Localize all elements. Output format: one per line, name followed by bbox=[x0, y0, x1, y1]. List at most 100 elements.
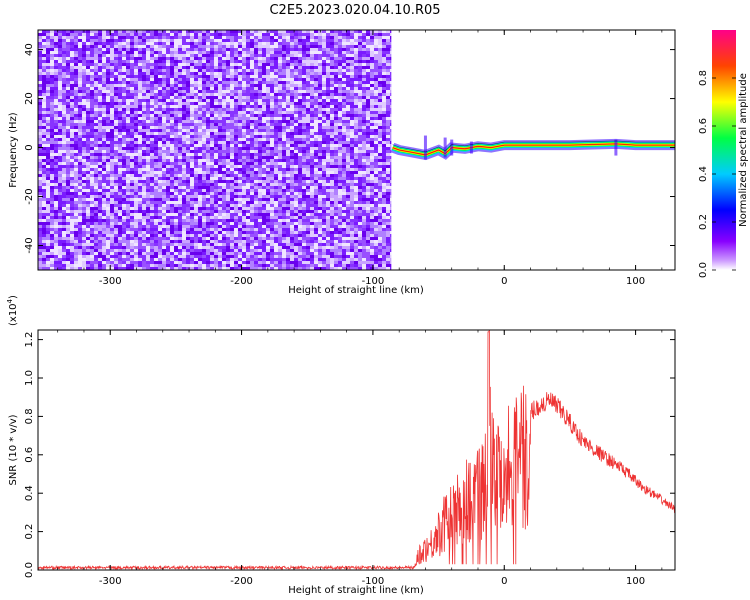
heatmap-cell bbox=[90, 132, 94, 135]
heatmap-cell bbox=[206, 267, 210, 270]
heatmap-cell bbox=[246, 168, 250, 171]
heatmap-cell bbox=[178, 240, 182, 243]
heatmap-cell bbox=[70, 192, 74, 195]
heatmap-cell bbox=[270, 219, 274, 222]
heatmap-cell bbox=[134, 231, 138, 234]
heatmap-cell bbox=[134, 177, 138, 180]
heatmap-cell bbox=[78, 207, 82, 210]
heatmap-cell bbox=[62, 144, 66, 147]
heatmap-cell bbox=[262, 189, 266, 192]
heatmap-cell bbox=[214, 174, 218, 177]
heatmap-cell bbox=[186, 123, 190, 126]
heatmap-cell bbox=[158, 90, 162, 93]
heatmap-cell bbox=[270, 150, 274, 153]
heatmap-cell bbox=[214, 144, 218, 147]
heatmap-cell bbox=[50, 237, 54, 240]
heatmap-cell bbox=[282, 72, 286, 75]
heatmap-cell bbox=[194, 195, 198, 198]
heatmap-cell bbox=[146, 189, 150, 192]
heatmap-cell bbox=[182, 132, 186, 135]
heatmap-cell bbox=[266, 42, 270, 45]
heatmap-cell bbox=[138, 243, 142, 246]
heatmap-cell bbox=[170, 81, 174, 84]
heatmap-cell bbox=[162, 81, 166, 84]
heatmap-cell bbox=[282, 246, 286, 249]
heatmap-cell bbox=[262, 162, 266, 165]
heatmap-cell bbox=[218, 42, 222, 45]
heatmap-cell bbox=[234, 42, 238, 45]
heatmap-cell bbox=[202, 81, 206, 84]
heatmap-cell bbox=[198, 69, 202, 72]
heatmap-cell bbox=[226, 180, 230, 183]
heatmap-cell bbox=[118, 120, 122, 123]
heatmap-cell bbox=[186, 186, 190, 189]
heatmap-cell bbox=[86, 153, 90, 156]
heatmap-cell bbox=[242, 123, 246, 126]
heatmap-cell bbox=[222, 213, 226, 216]
heatmap-cell bbox=[58, 198, 62, 201]
heatmap-cell bbox=[154, 126, 158, 129]
heatmap-cell bbox=[282, 216, 286, 219]
heatmap-cell bbox=[162, 69, 166, 72]
heatmap-cell bbox=[222, 162, 226, 165]
heatmap-cell bbox=[214, 237, 218, 240]
heatmap-cell bbox=[206, 186, 210, 189]
heatmap-cell bbox=[210, 141, 214, 144]
heatmap-cell bbox=[178, 129, 182, 132]
heatmap-cell bbox=[282, 264, 286, 267]
heatmap-cell bbox=[202, 165, 206, 168]
heatmap-cell bbox=[74, 153, 78, 156]
heatmap-cell bbox=[114, 135, 118, 138]
heatmap-cell bbox=[238, 90, 242, 93]
heatmap-cell bbox=[274, 216, 278, 219]
heatmap-cell bbox=[270, 186, 274, 189]
heatmap-cell bbox=[246, 216, 250, 219]
heatmap-cell bbox=[98, 165, 102, 168]
heatmap-cell bbox=[270, 114, 274, 117]
heatmap-cell bbox=[214, 150, 218, 153]
heatmap-cell bbox=[58, 30, 62, 33]
heatmap-cell bbox=[46, 216, 50, 219]
heatmap-cell bbox=[218, 177, 222, 180]
heatmap-cell bbox=[222, 144, 226, 147]
heatmap-cell bbox=[202, 135, 206, 138]
heatmap-cell bbox=[238, 63, 242, 66]
heatmap-cell bbox=[170, 42, 174, 45]
heatmap-cell bbox=[226, 102, 230, 105]
heatmap-cell bbox=[194, 159, 198, 162]
heatmap-cell bbox=[162, 105, 166, 108]
heatmap-cell bbox=[158, 39, 162, 42]
heatmap-cell bbox=[182, 249, 186, 252]
heatmap-cell bbox=[146, 156, 150, 159]
heatmap-cell bbox=[182, 237, 186, 240]
heatmap-cell bbox=[70, 186, 74, 189]
heatmap-cell bbox=[234, 30, 238, 33]
heatmap-cell bbox=[206, 252, 210, 255]
heatmap-cell bbox=[214, 54, 218, 57]
heatmap-cell bbox=[118, 30, 122, 33]
heatmap-cell bbox=[106, 36, 110, 39]
heatmap-cell bbox=[106, 120, 110, 123]
heatmap-cell bbox=[282, 153, 286, 156]
heatmap-cell bbox=[134, 168, 138, 171]
heatmap-cell bbox=[250, 117, 254, 120]
heatmap-cell bbox=[82, 48, 86, 51]
heatmap-cell bbox=[110, 255, 114, 258]
heatmap-cell bbox=[190, 192, 194, 195]
heatmap-cell bbox=[262, 123, 266, 126]
heatmap-cell bbox=[38, 180, 42, 183]
heatmap-cell bbox=[182, 57, 186, 60]
heatmap-cell bbox=[38, 177, 42, 180]
heatmap-cell bbox=[82, 213, 86, 216]
heatmap-cell bbox=[150, 159, 154, 162]
heatmap-cell bbox=[98, 258, 102, 261]
heatmap-cell bbox=[210, 162, 214, 165]
heatmap-cell bbox=[162, 171, 166, 174]
heatmap-cell bbox=[198, 171, 202, 174]
heatmap-cell bbox=[58, 60, 62, 63]
heatmap-cell bbox=[242, 171, 246, 174]
heatmap-cell bbox=[286, 132, 290, 135]
heatmap-cell bbox=[170, 171, 174, 174]
heatmap-cell bbox=[266, 174, 270, 177]
heatmap-cell bbox=[286, 84, 290, 87]
